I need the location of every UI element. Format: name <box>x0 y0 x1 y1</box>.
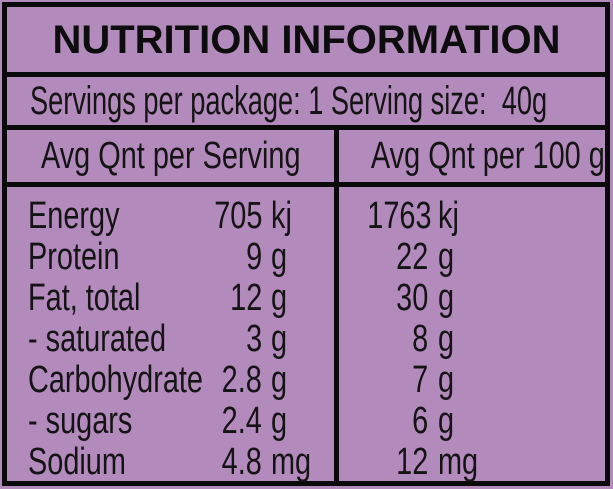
per-serving-value: 2.4 <box>221 400 262 442</box>
per-serving-unit: g <box>271 236 288 278</box>
table-row-carbohydrate: Carbohydrate 2.8 g 7 g <box>7 360 606 401</box>
servings-row: Servings per package: 1 Serving size: 40… <box>30 77 603 125</box>
per-100g-unit: g <box>438 400 455 442</box>
per-100g-value: 8 <box>411 318 428 360</box>
nutrient-name: - saturated <box>28 318 167 360</box>
title-band: NUTRITION INFORMATION <box>12 8 601 72</box>
divider-below-servings <box>2 125 610 130</box>
per-100g-unit: g <box>438 318 455 360</box>
per-serving-value: 4.8 <box>221 441 262 483</box>
column-divider <box>334 127 339 485</box>
nutrient-name: Fat, total <box>28 277 141 319</box>
per-serving-value: 3 <box>245 318 262 360</box>
per-100g-value: 1763 <box>367 195 432 237</box>
nutrient-name: Carbohydrate <box>28 359 203 401</box>
per-serving-value: 9 <box>245 236 262 278</box>
table-row-fat-total: Fat, total 12 g 30 g <box>7 278 606 319</box>
per-serving-value: 12 <box>229 277 262 319</box>
per-serving-unit: kj <box>271 195 292 237</box>
per-100g-unit: mg <box>438 441 479 483</box>
per-100g-unit: g <box>438 359 455 401</box>
per-100g-unit: kj <box>438 195 459 237</box>
column-header-row: Avg Qnt per Serving Avg Qnt per 100 g <box>7 130 606 182</box>
nutrient-name: Sodium <box>28 441 126 483</box>
table-row-sugars: - sugars 2.4 g 6 g <box>7 401 606 442</box>
per-100g-unit: g <box>438 236 455 278</box>
table-row-sodium: Sodium 4.8 mg 12 mg <box>7 442 606 483</box>
per-serving-unit: g <box>271 318 288 360</box>
page-title: NUTRITION INFORMATION <box>52 17 561 62</box>
per-100g-value: 30 <box>395 277 428 319</box>
servings-text: Servings per package: 1 Serving size: 40… <box>30 78 548 123</box>
column-header-per-serving: Avg Qnt per Serving <box>40 134 301 177</box>
nutrient-table-body: Energy 705 kj 1763 kj Protein 9 g 22 g F… <box>7 188 606 483</box>
per-serving-unit: g <box>271 277 288 319</box>
per-serving-unit: g <box>271 359 288 401</box>
per-100g-value: 12 <box>395 441 428 483</box>
per-serving-value: 2.8 <box>221 359 262 401</box>
per-serving-unit: mg <box>271 441 312 483</box>
per-serving-value: 705 <box>213 195 262 237</box>
nutrient-name: - sugars <box>28 400 133 442</box>
nutrient-name: Energy <box>28 195 120 237</box>
table-row-protein: Protein 9 g 22 g <box>7 237 606 278</box>
per-serving-unit: g <box>271 400 288 442</box>
table-row-saturated: - saturated 3 g 8 g <box>7 319 606 360</box>
per-100g-unit: g <box>438 277 455 319</box>
divider-below-title <box>2 72 610 77</box>
per-100g-value: 7 <box>411 359 428 401</box>
per-100g-value: 22 <box>395 236 428 278</box>
per-100g-value: 6 <box>411 400 428 442</box>
column-header-per-100g: Avg Qnt per 100 g <box>370 134 605 177</box>
divider-below-headers <box>2 182 610 187</box>
nutrient-name: Protein <box>28 236 120 278</box>
table-row-energy: Energy 705 kj 1763 kj <box>7 196 606 237</box>
